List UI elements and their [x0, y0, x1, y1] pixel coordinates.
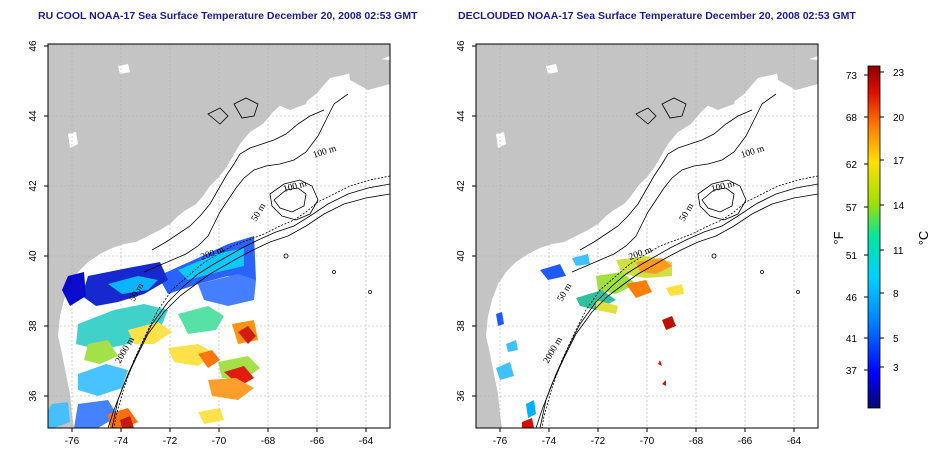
lon-tick-66: -66 [738, 436, 753, 447]
lat-tick-46: 46 [456, 40, 467, 52]
c-tick-17: 17 [893, 156, 905, 167]
lon-tick-72: -72 [591, 436, 606, 447]
lat-tick-42: 42 [28, 180, 39, 192]
lon-tick-64: -64 [359, 436, 374, 447]
c-tick-8: 8 [893, 289, 899, 300]
c-tick-20: 20 [893, 113, 905, 124]
lat-tick-36: 36 [456, 390, 467, 402]
lon-tick-64: -64 [787, 436, 802, 447]
c-tick-14: 14 [893, 201, 905, 212]
left-map-panel: 100 m 100 m 50 m 200 m 50 m 2000 m 46 44… [28, 40, 391, 447]
lat-tick-38: 38 [456, 320, 467, 332]
colorbar: 73 68 62 57 51 46 41 37 23 20 17 14 11 8… [831, 65, 931, 409]
celsius-unit-label: °C [916, 231, 931, 246]
left-panel-title: RU COOL NOAA-17 Sea Surface Temperature … [38, 10, 418, 22]
lon-tick-76: -76 [493, 436, 508, 447]
lon-tick-70: -70 [640, 436, 655, 447]
f-tick-62: 62 [846, 160, 858, 171]
right-tick-marks [472, 45, 795, 432]
f-tick-57: 57 [846, 203, 858, 214]
lon-tick-74: -74 [114, 436, 129, 447]
right-sst-field [496, 254, 684, 428]
f-tick-41: 41 [846, 334, 858, 345]
right-map-panel: 100 m 100 m 50 m 200 m 50 m 2000 m 46 44… [456, 40, 819, 447]
lat-tick-40: 40 [28, 250, 39, 262]
colorbar-ticks [864, 71, 884, 371]
fahrenheit-labels: 73 68 62 57 51 46 41 37 [846, 71, 858, 377]
lon-tick-68: -68 [261, 436, 276, 447]
lat-tick-42: 42 [456, 180, 467, 192]
c-tick-23: 23 [893, 68, 905, 79]
left-lon-axis: -76 -74 -72 -70 -68 -66 -64 [65, 436, 374, 447]
lat-tick-44: 44 [28, 110, 39, 122]
lat-tick-36: 36 [28, 390, 39, 402]
fahrenheit-unit-label: °F [831, 231, 846, 244]
c-tick-11: 11 [893, 246, 904, 257]
lon-tick-76: -76 [65, 436, 80, 447]
left-lat-axis: 46 44 42 40 38 36 [28, 40, 39, 402]
f-tick-46: 46 [846, 293, 858, 304]
right-lat-axis: 46 44 42 40 38 36 [456, 40, 467, 402]
left-tick-marks [44, 45, 367, 432]
right-grid-lines [476, 44, 818, 428]
lat-tick-46: 46 [28, 40, 39, 52]
celsius-labels: 23 20 17 14 11 8 5 3 [893, 68, 905, 374]
f-tick-51: 51 [846, 251, 858, 262]
f-tick-37: 37 [846, 366, 858, 377]
colorbar-gradient [867, 65, 881, 409]
lon-tick-70: -70 [212, 436, 227, 447]
lon-tick-74: -74 [542, 436, 557, 447]
f-tick-73: 73 [846, 71, 858, 82]
f-tick-68: 68 [846, 113, 858, 124]
lon-tick-72: -72 [163, 436, 178, 447]
lat-tick-38: 38 [28, 320, 39, 332]
right-lon-axis: -76 -74 -72 -70 -68 -66 -64 [493, 436, 802, 447]
lon-tick-66: -66 [310, 436, 325, 447]
lat-tick-40: 40 [456, 250, 467, 262]
lon-tick-68: -68 [689, 436, 704, 447]
c-tick-5: 5 [893, 334, 899, 345]
lat-tick-44: 44 [456, 110, 467, 122]
c-tick-3: 3 [893, 363, 899, 374]
right-panel-title: DECLOUDED NOAA-17 Sea Surface Temperatur… [458, 10, 856, 22]
